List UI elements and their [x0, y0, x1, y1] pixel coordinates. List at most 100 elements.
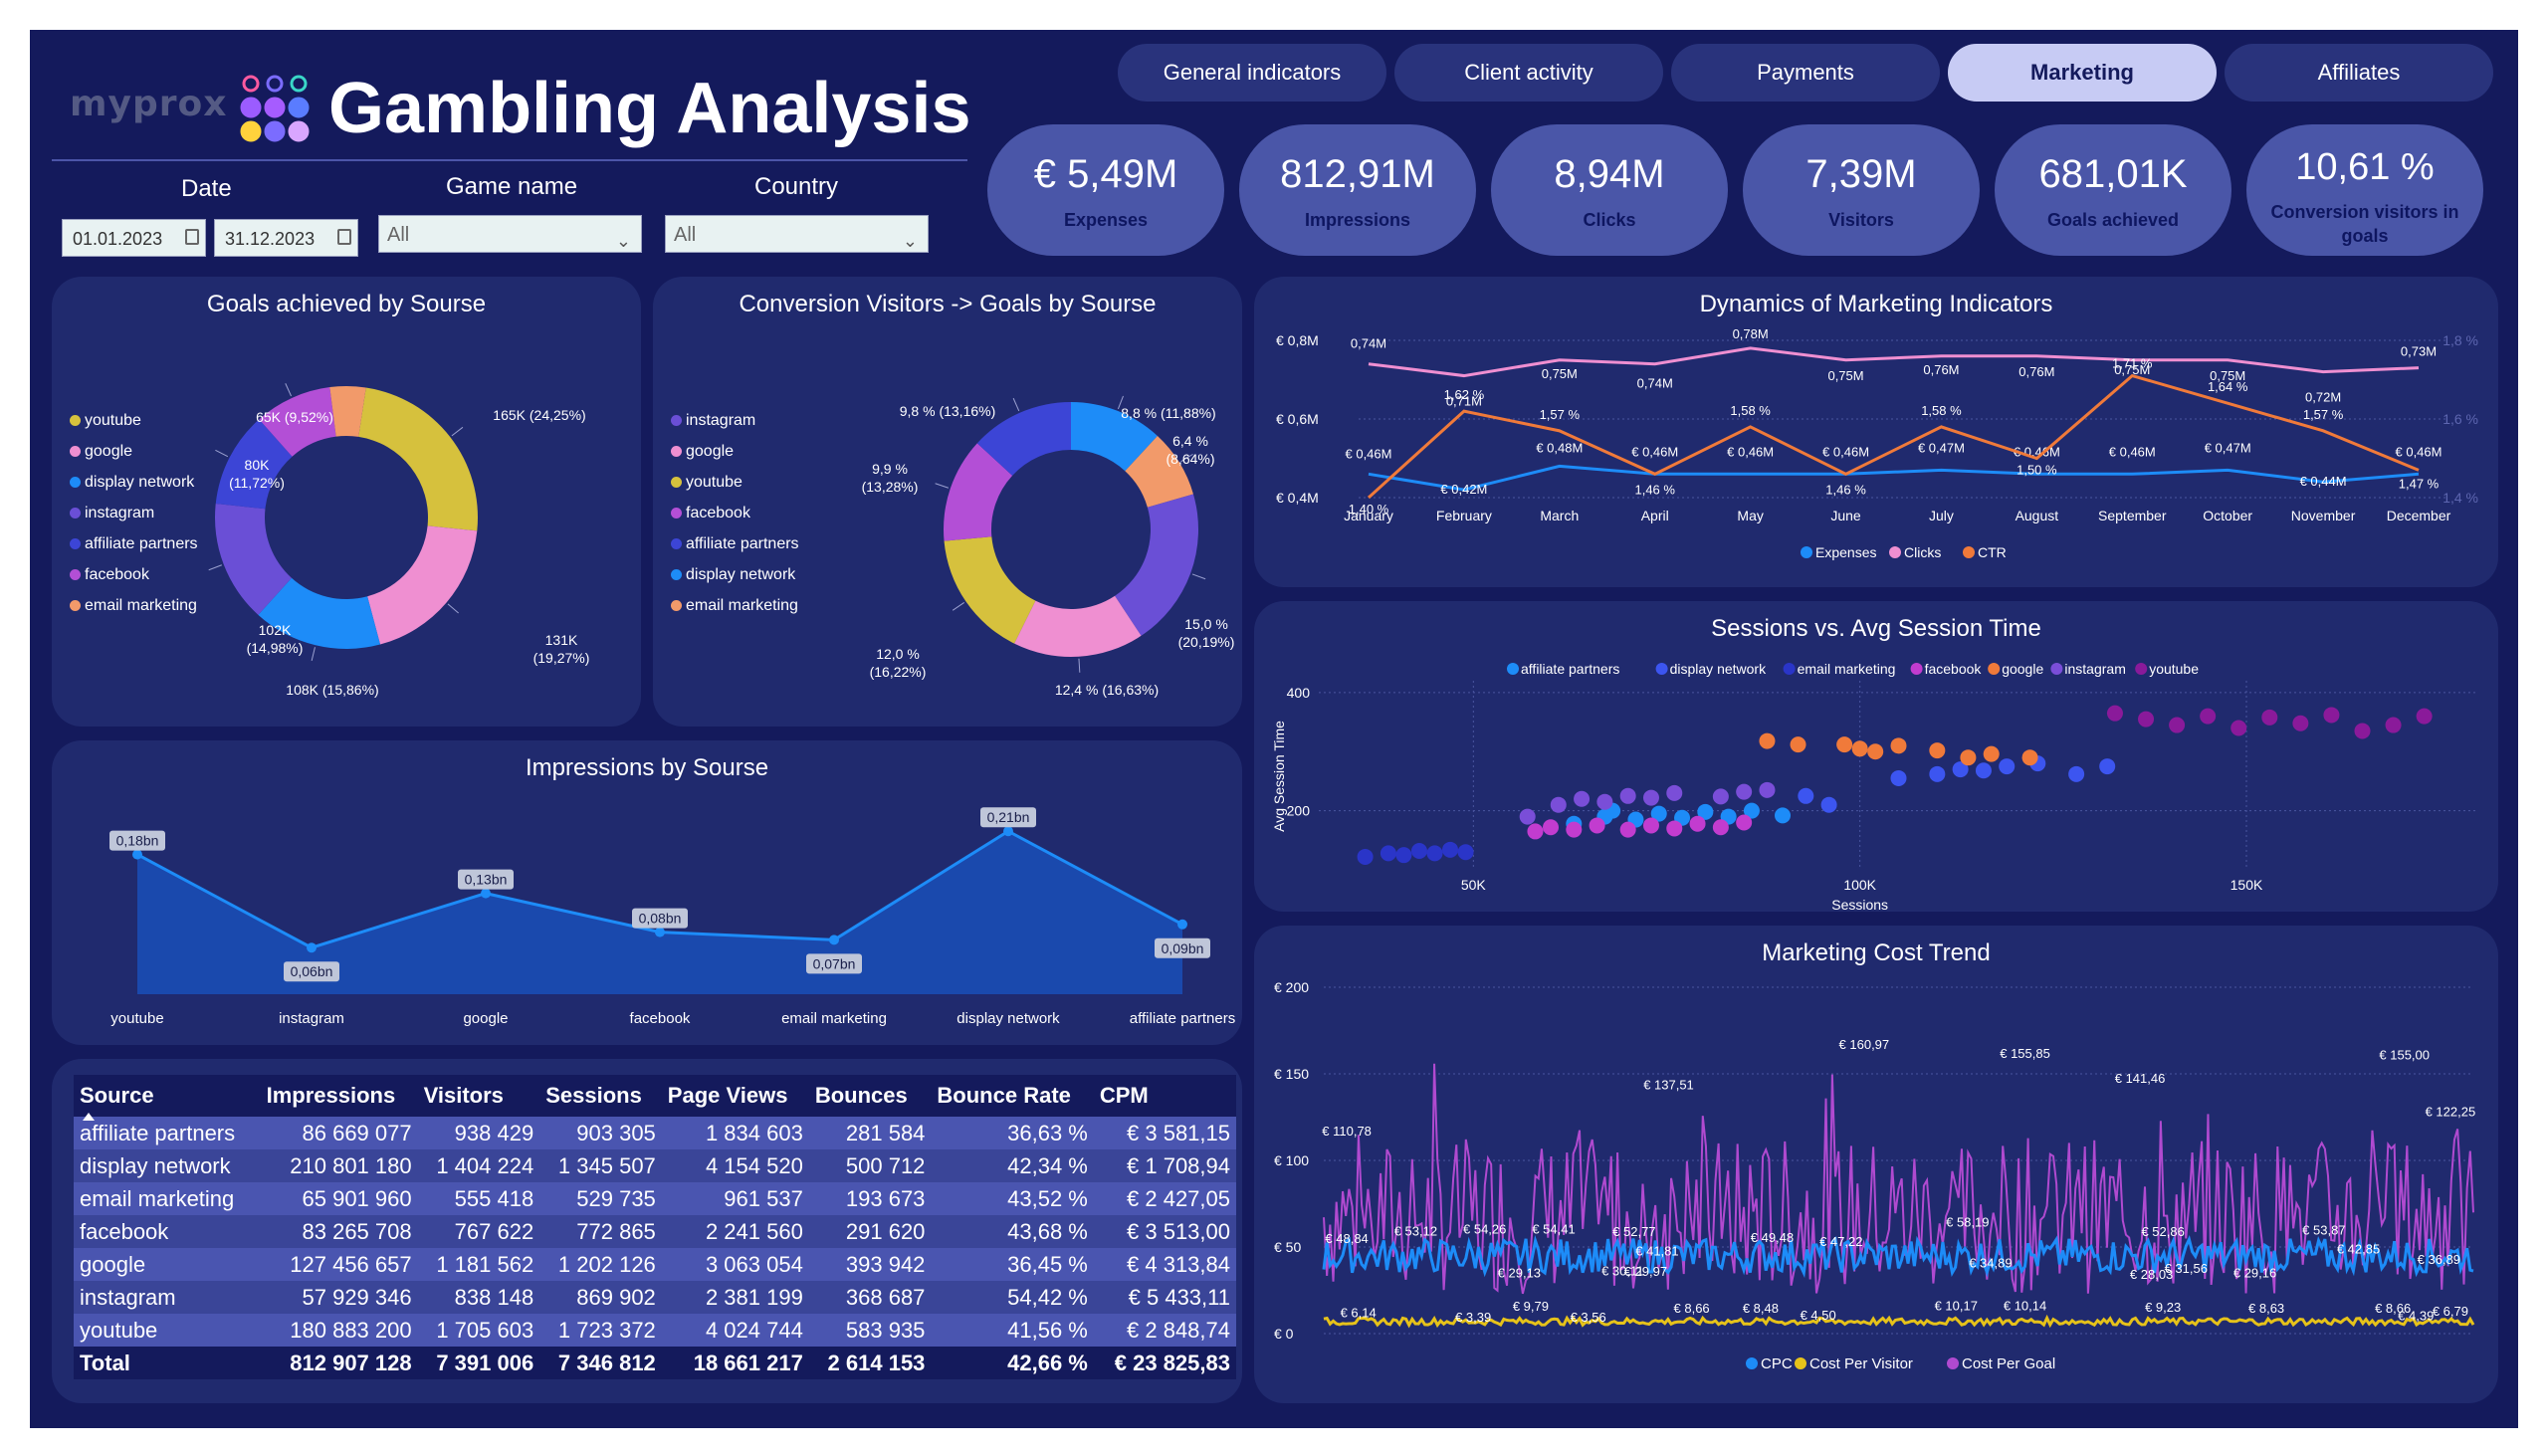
- legend-item[interactable]: display network: [1670, 661, 1767, 677]
- scatter-point[interactable]: [1743, 802, 1760, 819]
- scatter-point[interactable]: [1790, 736, 1806, 753]
- series-line-cpc[interactable]: [1322, 1234, 2474, 1279]
- scatter-point[interactable]: [1798, 787, 1814, 804]
- scatter-point[interactable]: [1759, 732, 1776, 749]
- legend-item[interactable]: Cost Per Visitor: [1809, 1355, 1913, 1372]
- scatter-point[interactable]: [1442, 841, 1459, 858]
- country-select[interactable]: All ⌄: [665, 215, 929, 253]
- table-row[interactable]: display network 210 801 180 1 404 224 1 345…: [74, 1149, 1236, 1182]
- tab-payments[interactable]: Payments: [1671, 44, 1940, 102]
- scatter-point[interactable]: [1550, 796, 1567, 813]
- scatter-point[interactable]: [1759, 781, 1776, 798]
- donut-slice-email-marketing[interactable]: [329, 386, 366, 437]
- data-point[interactable]: [1003, 826, 1013, 837]
- column-header-page-views[interactable]: Page Views: [661, 1075, 809, 1117]
- scatter-point[interactable]: [2169, 717, 2186, 733]
- legend-item[interactable]: email marketing: [671, 597, 798, 615]
- legend-item[interactable]: youtube: [2149, 661, 2199, 677]
- date-to-input[interactable]: 31.12.2023: [214, 219, 358, 257]
- scatter-point[interactable]: [1712, 819, 1729, 836]
- scatter-point[interactable]: [1975, 762, 1992, 779]
- scatter-point[interactable]: [1697, 803, 1714, 820]
- donut-slice-youtube[interactable]: [944, 536, 1036, 644]
- legend-item[interactable]: Expenses: [1815, 544, 1876, 560]
- scatter-point[interactable]: [1666, 784, 1683, 801]
- scatter-point[interactable]: [1410, 843, 1427, 859]
- legend-item[interactable]: CPC: [1761, 1355, 1793, 1372]
- donut-slice-facebook[interactable]: [259, 387, 336, 457]
- data-point[interactable]: [307, 942, 317, 953]
- legend-item[interactable]: instagram: [671, 412, 755, 430]
- table-row[interactable]: facebook 83 265 708 767 622 772 865 2 241 56…: [74, 1215, 1236, 1248]
- donut-slice-instagram[interactable]: [215, 504, 292, 615]
- scatter-point[interactable]: [1983, 745, 2000, 762]
- column-header-visitors[interactable]: Visitors: [417, 1075, 540, 1117]
- table-row[interactable]: affiliate partners 86 669 077 938 429 903 3…: [74, 1117, 1236, 1149]
- legend-item[interactable]: google: [671, 443, 734, 461]
- scatter-point[interactable]: [2138, 711, 2155, 728]
- scatter-point[interactable]: [1642, 789, 1659, 806]
- scatter-point[interactable]: [1642, 817, 1659, 834]
- scatter-point[interactable]: [1867, 743, 1884, 760]
- donut-slice-google[interactable]: [367, 525, 478, 645]
- scatter-point[interactable]: [2106, 705, 2123, 722]
- legend-item[interactable]: instagram: [2064, 661, 2125, 677]
- legend-item[interactable]: email marketing: [1798, 661, 1896, 677]
- table-row[interactable]: instagram 57 929 346 838 148 869 902 2 381 1…: [74, 1281, 1236, 1314]
- legend-item[interactable]: google: [70, 443, 132, 461]
- donut-slice-display-network[interactable]: [258, 577, 381, 649]
- tab-client-activity[interactable]: Client activity: [1394, 44, 1663, 102]
- scatter-point[interactable]: [2323, 707, 2340, 724]
- data-point[interactable]: [829, 935, 839, 945]
- scatter-point[interactable]: [1890, 769, 1907, 786]
- legend-item[interactable]: Cost Per Goal: [1962, 1355, 2055, 1372]
- data-point[interactable]: [132, 849, 142, 860]
- scatter-point[interactable]: [1890, 737, 1907, 754]
- data-point[interactable]: [1177, 919, 1187, 930]
- scatter-point[interactable]: [1457, 844, 1474, 861]
- legend-item[interactable]: email marketing: [70, 597, 197, 615]
- scatter-point[interactable]: [2385, 717, 2402, 733]
- scatter-point[interactable]: [1650, 805, 1667, 822]
- column-header-bounces[interactable]: Bounces: [808, 1075, 932, 1117]
- column-header-bounce-rate[interactable]: Bounce Rate: [931, 1075, 1094, 1117]
- scatter-point[interactable]: [2068, 765, 2085, 782]
- scatter-point[interactable]: [1543, 819, 1559, 836]
- scatter-point[interactable]: [1395, 847, 1412, 864]
- series-line-expenses[interactable]: [1368, 464, 2420, 492]
- tab-general-indicators[interactable]: General indicators: [1118, 44, 1386, 102]
- donut-slice-affiliate-partners[interactable]: [976, 402, 1071, 476]
- tab-marketing[interactable]: Marketing: [1948, 44, 2217, 102]
- scatter-point[interactable]: [2230, 720, 2247, 736]
- legend-item[interactable]: facebook: [70, 566, 149, 584]
- scatter-point[interactable]: [2261, 709, 2278, 726]
- column-header-source[interactable]: Source: [74, 1075, 261, 1117]
- legend-item[interactable]: Clicks: [1904, 544, 1941, 560]
- scatter-point[interactable]: [1820, 796, 1837, 813]
- legend-item[interactable]: instagram: [70, 505, 154, 522]
- scatter-point[interactable]: [1566, 821, 1583, 838]
- series-line-cost-per-visitor[interactable]: [1323, 1314, 2475, 1329]
- calendar-icon[interactable]: [337, 229, 351, 245]
- legend-item[interactable]: display network: [671, 566, 795, 584]
- legend-item[interactable]: facebook: [1925, 661, 1983, 677]
- scatter-point[interactable]: [1619, 821, 1636, 838]
- scatter-point[interactable]: [1929, 765, 1946, 782]
- scatter-point[interactable]: [1851, 740, 1868, 757]
- donut-slice-instagram[interactable]: [1115, 494, 1198, 636]
- series-line-clicks[interactable]: [1368, 346, 2420, 378]
- scatter-point[interactable]: [1960, 749, 1977, 766]
- scatter-point[interactable]: [1689, 815, 1706, 832]
- scatter-point[interactable]: [1775, 807, 1791, 824]
- table-row[interactable]: youtube 180 883 200 1 705 603 1 723 372 4 02…: [74, 1314, 1236, 1347]
- scatter-point[interactable]: [2099, 758, 2116, 775]
- tab-affiliates[interactable]: Affiliates: [2225, 44, 2493, 102]
- legend-item[interactable]: display network: [70, 474, 194, 492]
- scatter-point[interactable]: [1952, 761, 1969, 778]
- scatter-point[interactable]: [2200, 708, 2217, 725]
- scatter-point[interactable]: [1357, 848, 1374, 865]
- scatter-point[interactable]: [1619, 787, 1636, 804]
- legend-item[interactable]: affiliate partners: [671, 535, 799, 553]
- sort-ascending-icon[interactable]: [82, 1112, 96, 1122]
- game-name-select[interactable]: All ⌄: [378, 215, 642, 253]
